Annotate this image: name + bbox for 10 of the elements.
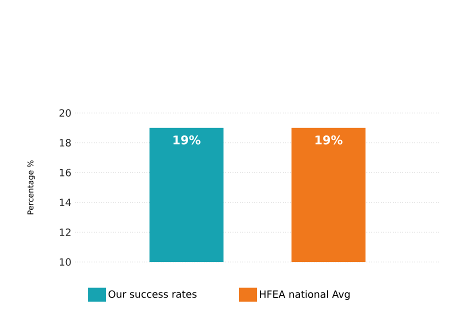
y-tick-label: 20 [60,109,71,117]
y-tick-label: 18 [60,139,71,147]
y-tick-label: 12 [60,228,70,236]
y-tick-label: 10 [60,258,71,266]
legend-label: HFEA national Avg [260,290,350,300]
data-label: 19% [174,135,200,144]
data-label: 19% [316,135,342,144]
legend-label: Our success rates [108,290,197,298]
y-tick-label: 16 [60,168,71,176]
y-tick-label: 14 [60,198,71,206]
